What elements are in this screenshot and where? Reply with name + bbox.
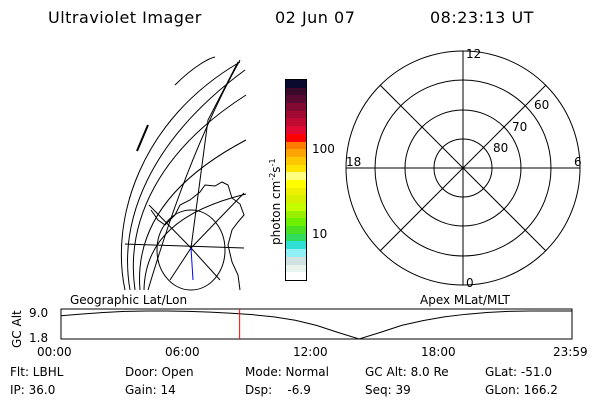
colorbar-swatch [286,233,306,242]
colorbar-swatch [286,110,306,119]
colorbar-swatch [286,179,306,188]
seq-status: Seq: 39 [365,383,411,397]
xtick-3: 18:00 [421,345,456,359]
xtick-2: 12:00 [293,345,328,359]
xtick-1: 06:00 [165,345,200,359]
orbit-track [190,247,194,281]
colorbar-swatch [286,141,306,150]
colorbar-swatch [286,195,306,203]
door-status: Door: Open [125,365,194,379]
colorbar-swatch [286,210,306,219]
colorbar-swatch [286,126,306,134]
mlat-label-70: 70 [512,120,528,134]
colorbar-swatch [286,172,306,180]
ytick-1-8: 1.8 [29,331,49,345]
coastline [150,181,245,291]
timeline-frame [60,308,573,340]
colorbar-swatch [286,203,306,211]
ip-status: IP: 36.0 [10,383,56,397]
colorbar-swatch [286,87,306,96]
colorbar-swatch [286,80,306,88]
gain-status: Gain: 14 [125,383,176,397]
ytick-9: 9.0 [29,306,49,320]
xtick-0: 00:00 [37,345,72,359]
colorbar-swatch [286,264,306,273]
color-bar [285,79,307,281]
glon-status: GLon: 166.2 [485,383,558,397]
colorbar-tick-10: 10 [312,227,328,241]
mlt-label-0: 0 [466,276,474,290]
mlt-label-6: 6 [574,155,582,169]
gc-alt-series [60,310,572,340]
mlat-label-60: 60 [534,98,550,112]
map-grid [120,56,247,291]
xtick-4: 23:59 [553,345,588,359]
colorbar-swatch [286,226,306,234]
colorbar-swatch [286,118,306,127]
colorbar-swatch [286,133,306,142]
colorbar-swatch [286,272,306,280]
colorbar-swatch [286,187,306,196]
geographic-title: Geographic Lat/Lon [70,293,188,307]
mlt-label-18: 18 [346,155,362,169]
mode-status: Mode: Normal [245,365,329,379]
colorbar-swatch [286,149,306,157]
colorbar-swatch [286,95,306,104]
meridian-diag2 [379,84,547,252]
gc-alt-status: GC Alt: 8.0 Re [365,365,449,379]
colorbar-tick-100: 100 [312,142,335,156]
filter-status: Flt: LBHL [10,365,64,379]
instrument-title: Ultraviolet Imager [48,8,202,27]
mlat-label-80: 80 [493,141,509,155]
mlt-label-12: 12 [466,47,482,61]
colorbar-swatch [286,164,306,173]
glat-status: GLat: -51.0 [485,365,552,379]
colorbar-swatch [286,103,306,111]
colorbar-swatch [286,256,306,265]
dsp-status: Dsp: -6.9 [245,383,311,397]
colorbar-swatch [286,156,306,165]
apex-title: Apex MLat/MLT [420,293,510,307]
date-label: 02 Jun 07 [275,8,356,27]
time-label: 08:23:13 UT [430,8,534,27]
colorbar-swatch [286,241,306,250]
colorbar-swatch [286,249,306,257]
colorbar-swatch [286,218,306,227]
